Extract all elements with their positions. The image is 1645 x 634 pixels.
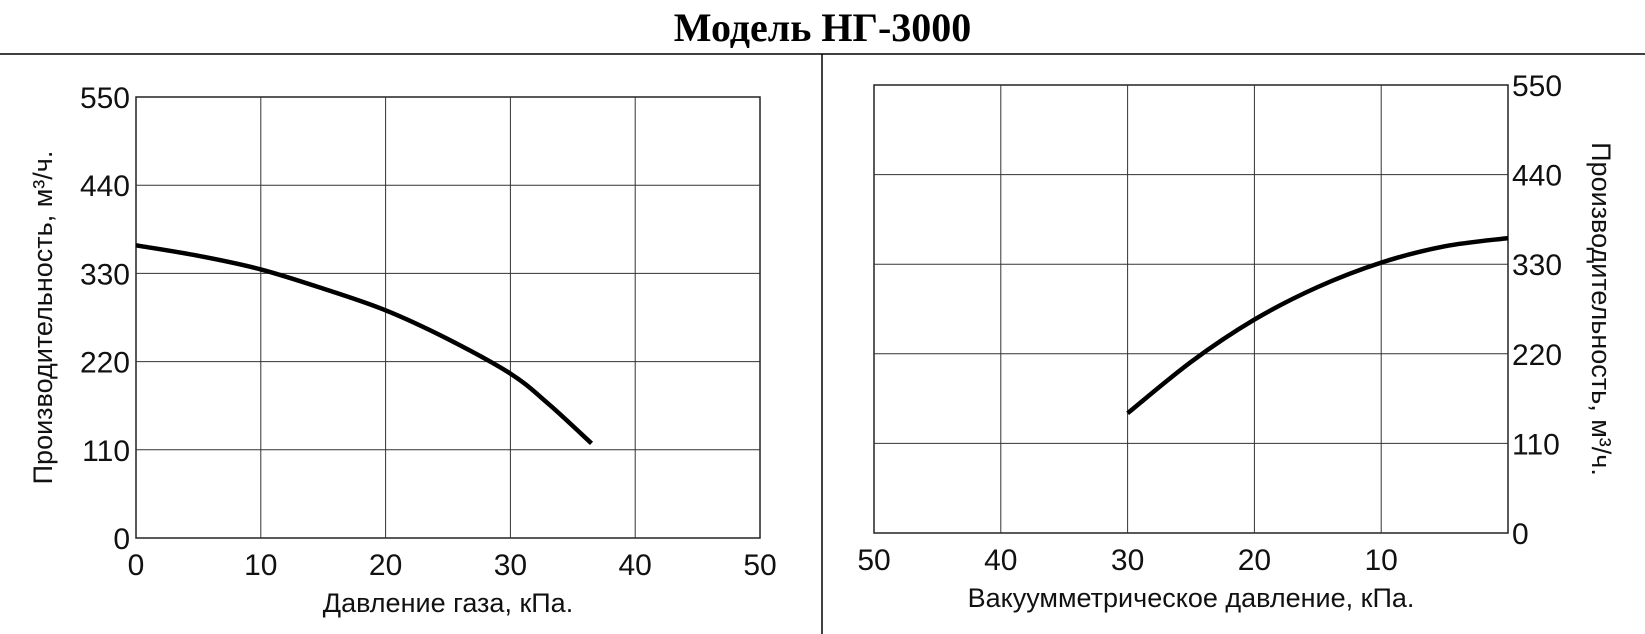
y-tick-label: 220 (1512, 339, 1562, 372)
y-tick-label: 330 (80, 258, 130, 291)
y-tick-label: 440 (80, 170, 130, 203)
y-axis-label: Производительность, м³/ч. (1586, 142, 1616, 476)
x-tick-label: 30 (1111, 544, 1144, 577)
x-tick-label: 20 (1238, 544, 1271, 577)
series-line (135, 243, 594, 446)
x-tick-label: 10 (244, 549, 277, 582)
x-tick-label: 40 (619, 549, 652, 582)
y-tick-label: 110 (1512, 428, 1560, 461)
x-axis-label: Давление газа, кПа. (323, 588, 573, 618)
y-tick-label: 0 (113, 523, 130, 556)
y-tick-label: 0 (1512, 518, 1529, 551)
plot-frame (873, 84, 1509, 534)
x-axis-label: Вакуумметрическое давление, кПа. (968, 583, 1415, 613)
x-tick-label: 0 (128, 549, 145, 582)
series-line (1126, 235, 1509, 416)
chart-title: Модель НГ-3000 (673, 5, 972, 50)
y-axis-label: Производительность, м³/ч. (28, 151, 58, 485)
y-tick-label: 220 (80, 347, 130, 380)
x-tick-label: 30 (494, 549, 527, 582)
x-tick-label: 50 (743, 549, 776, 582)
x-tick-label: 40 (984, 544, 1017, 577)
vacuum-chart: 50 40 30 20 10 0 110 220 330 440 550 Вакуумметричес… (857, 70, 1616, 613)
y-tick-label: 550 (1512, 70, 1562, 103)
x-tick-label: 20 (369, 549, 402, 582)
x-tick-label: 50 (857, 544, 890, 577)
x-tick-label: 10 (1365, 544, 1398, 577)
y-tick-label: 440 (1512, 160, 1562, 193)
y-tick-label: 330 (1512, 249, 1562, 282)
y-tick-label: 550 (80, 82, 130, 115)
pressure-chart: 0 10 20 30 40 50 0 110 220 330 440 550 Давление газа… (28, 82, 777, 618)
plot-frame (135, 96, 761, 539)
y-tick-label: 110 (82, 435, 130, 468)
